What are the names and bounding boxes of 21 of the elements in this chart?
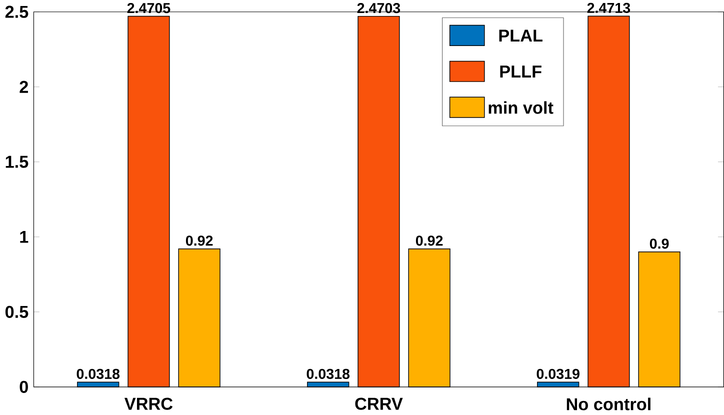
- x-tick-label: CRRV: [355, 398, 403, 410]
- y-tick-label: 2: [20, 80, 28, 93]
- y-tick-label: 0: [20, 380, 28, 393]
- data-label: 2.4703: [357, 2, 400, 14]
- legend-label: PLAL: [499, 30, 542, 42]
- data-label: 0.92: [416, 236, 443, 246]
- data-label: 0.0318: [306, 368, 350, 379]
- data-label: 0.9: [650, 238, 669, 249]
- data-label: 0.0318: [76, 368, 120, 379]
- y-tick-label: 1: [20, 230, 28, 243]
- x-tick-label: No control: [566, 398, 650, 410]
- y-tick-label: 0.5: [5, 306, 28, 318]
- y-tick-label: 1.5: [6, 156, 28, 168]
- data-label: 0.0319: [536, 368, 580, 379]
- y-tick-label: 2.5: [5, 6, 28, 18]
- legend-label: PLLF: [500, 66, 542, 78]
- data-label: 2.4713: [587, 2, 630, 13]
- legend-label: min volt: [488, 101, 554, 114]
- data-label: 2.4705: [127, 2, 170, 14]
- data-label: 0.92: [186, 236, 213, 246]
- x-tick-label: VRRC: [124, 398, 173, 410]
